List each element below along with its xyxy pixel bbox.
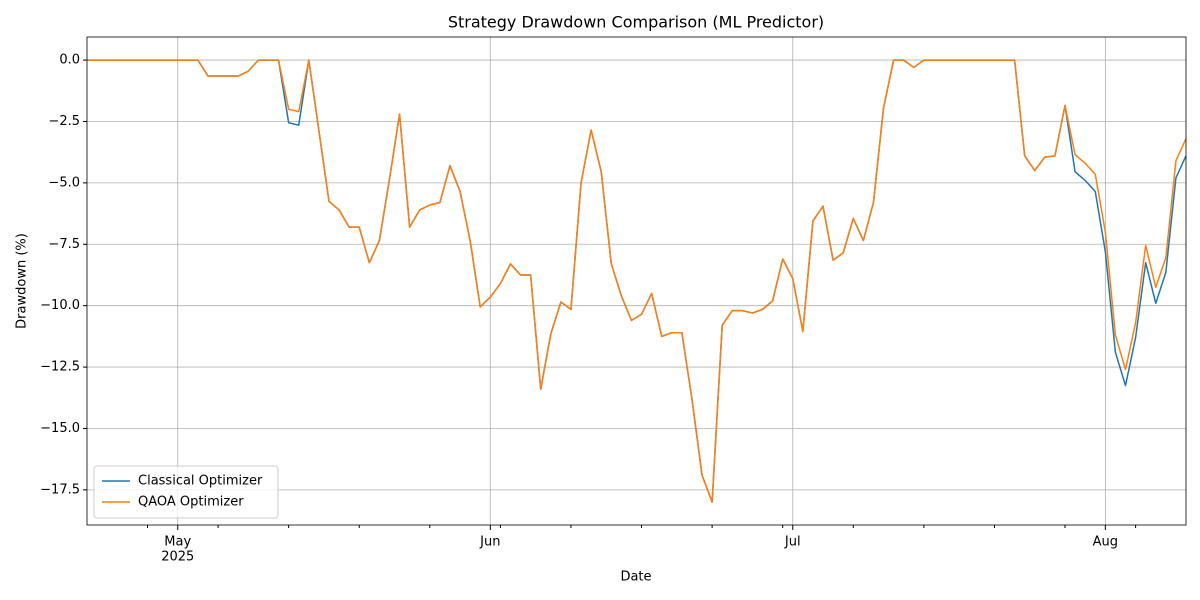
x-tick-label: Aug: [1093, 535, 1118, 550]
plot-frame: [86, 36, 1187, 526]
y-tick-label: −7.5: [48, 237, 80, 252]
x-tick-label: May: [164, 535, 191, 550]
x-axis-label: Date: [620, 570, 651, 585]
legend: Classical Optimizer QAOA Optimizer: [93, 465, 279, 519]
chart-title: Strategy Drawdown Comparison (ML Predict…: [448, 13, 824, 32]
legend-box: [93, 465, 279, 519]
y-tick-label: −15.0: [40, 421, 80, 436]
y-tick-label: 0.0: [59, 53, 80, 68]
y-tick-label: −10.0: [40, 298, 80, 313]
y-tick-label: −2.5: [48, 114, 80, 129]
y-axis-label: Drawdown (%): [15, 233, 30, 329]
x-tick-label: Jul: [784, 535, 801, 550]
y-tick-label: −5.0: [48, 175, 80, 190]
legend-label: QAOA Optimizer: [138, 495, 244, 510]
x-tick-label: Jun: [479, 535, 500, 550]
x-year-label: 2025: [161, 550, 194, 565]
legend-label: Classical Optimizer: [138, 474, 263, 489]
series-line: [87, 59, 1187, 503]
y-tick-label: −17.5: [40, 482, 80, 497]
y-tick-label: −12.5: [40, 360, 80, 375]
